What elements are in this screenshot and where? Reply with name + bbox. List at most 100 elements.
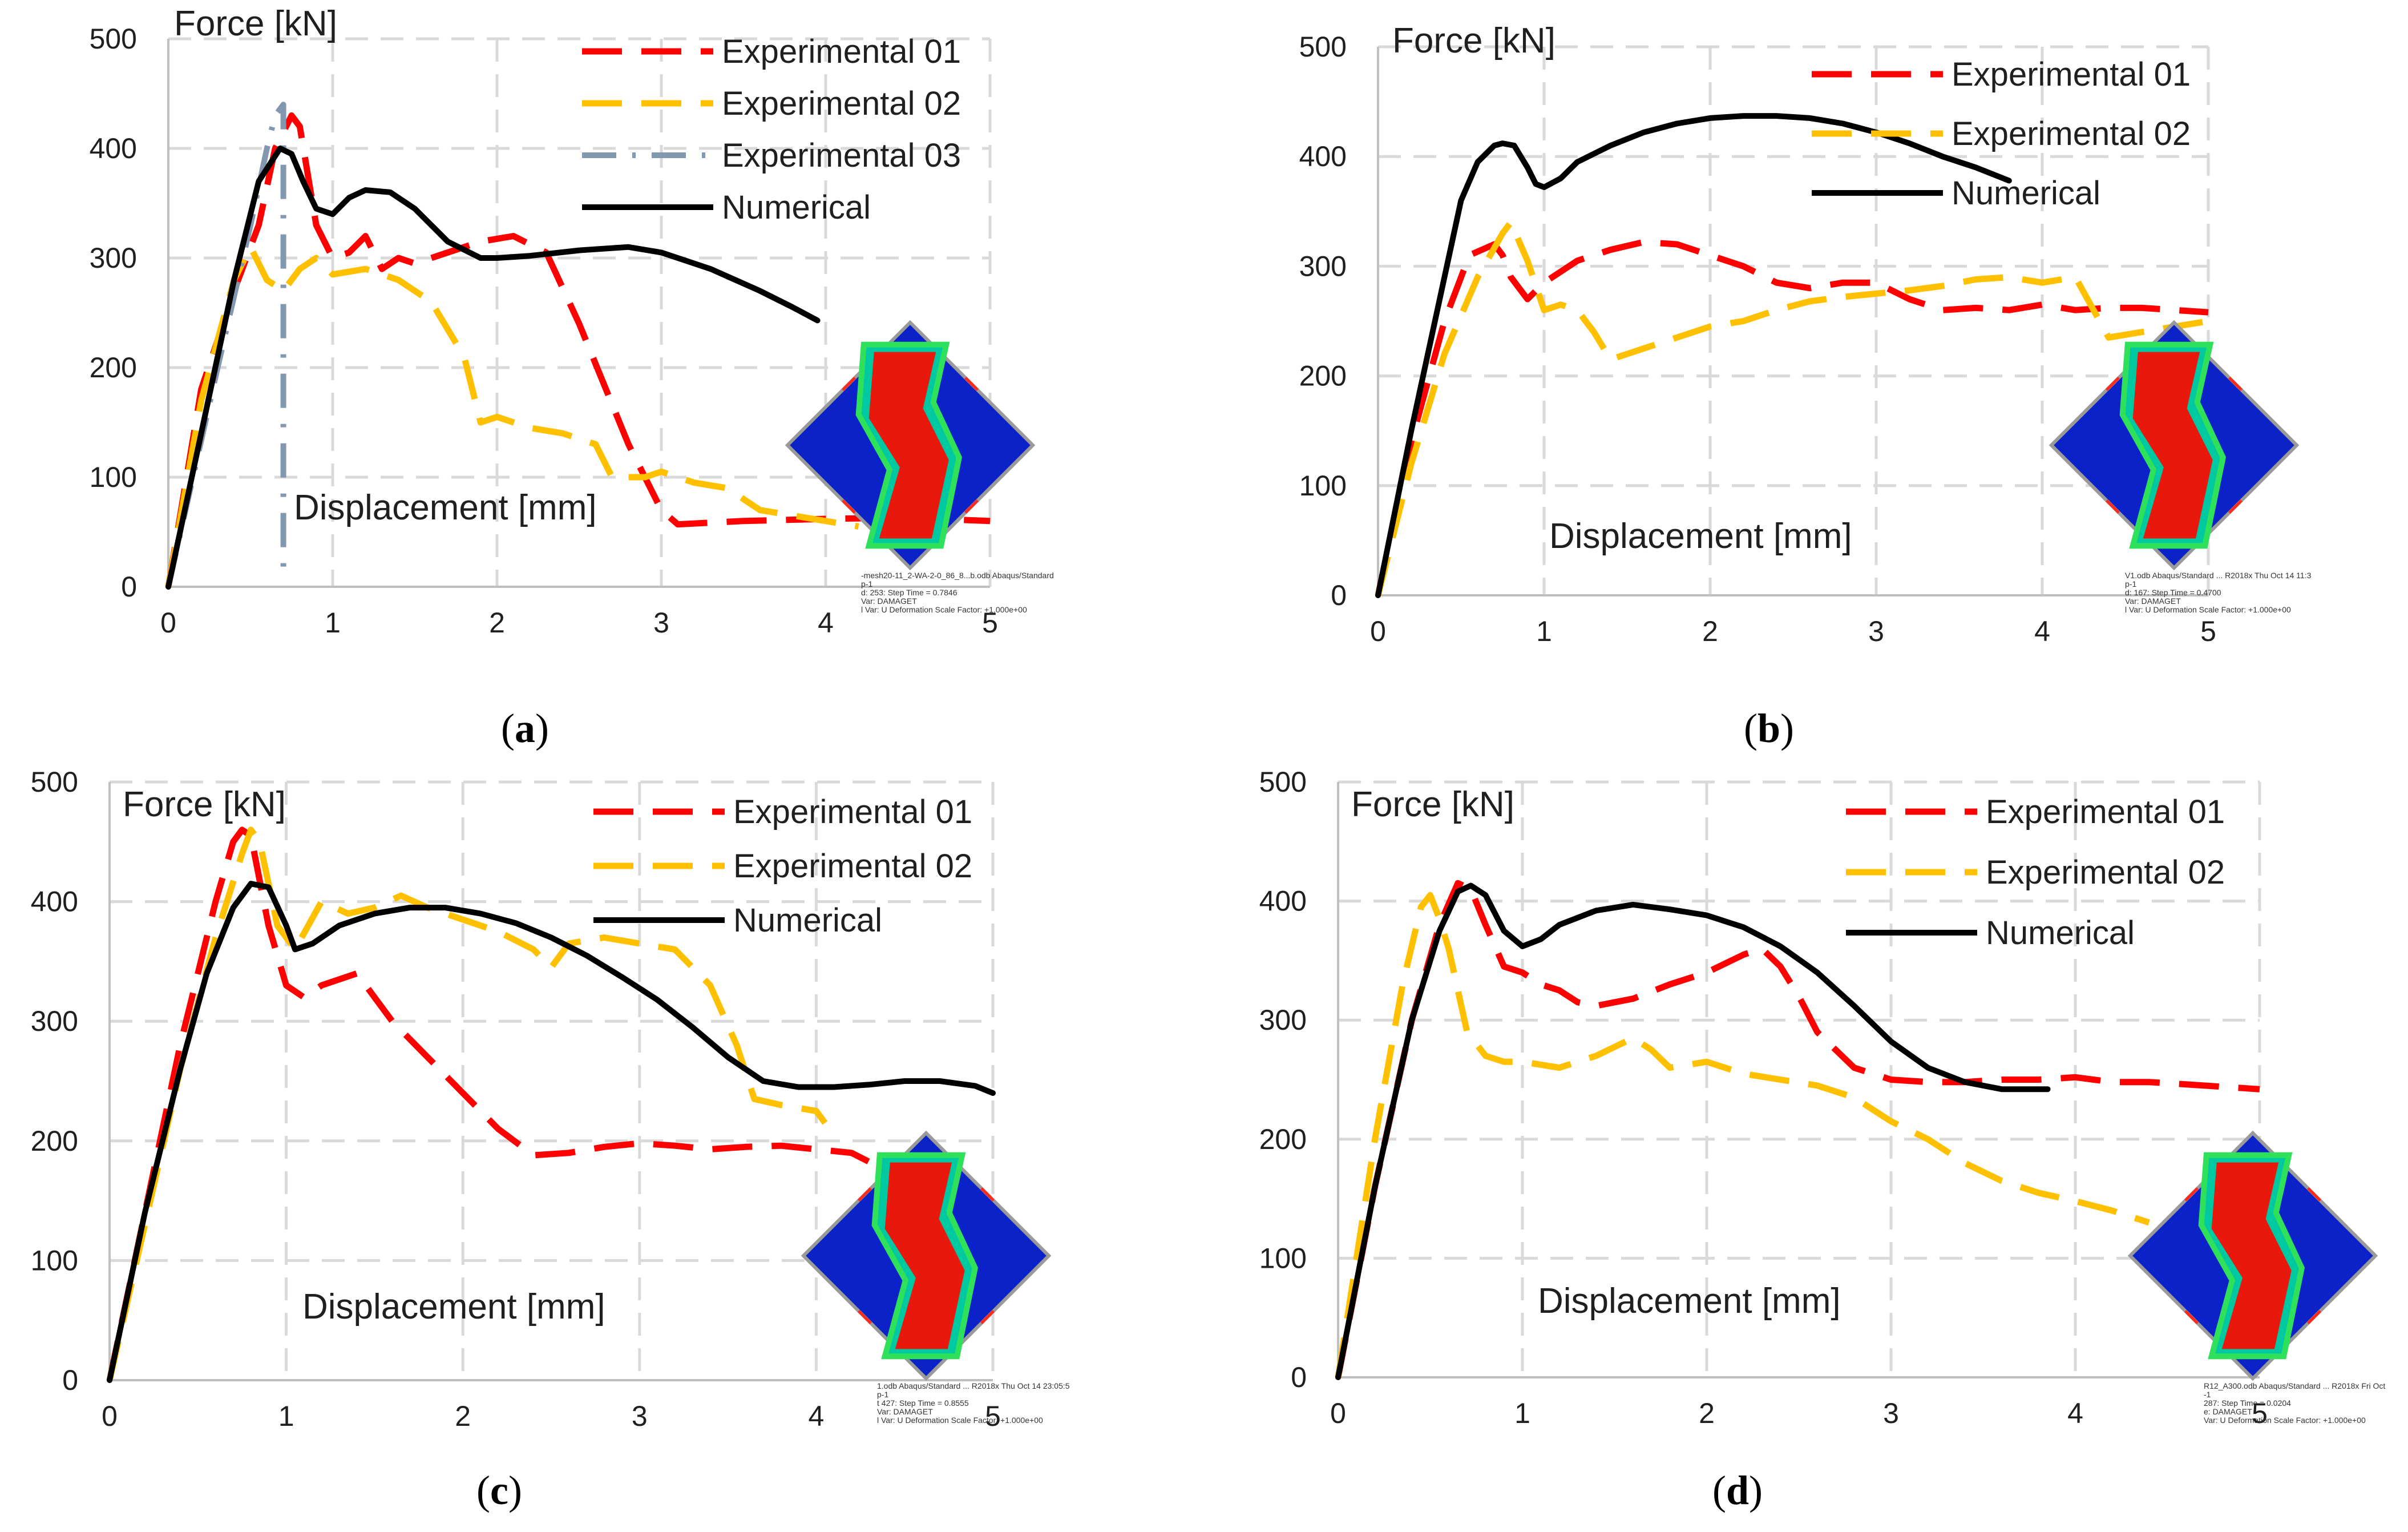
x-tick-label: 3 <box>653 607 669 639</box>
y-tick-label: 0 <box>62 1364 78 1396</box>
boundary-mark <box>980 1187 995 1202</box>
damage-core-zone <box>884 1162 965 1349</box>
boundary-mark <box>2306 1187 2322 1202</box>
boundary-mark <box>2105 499 2120 514</box>
x-tick-label: 2 <box>1702 615 1718 647</box>
y-tick-label: 200 <box>31 1125 78 1157</box>
boundary-mark <box>980 1309 995 1325</box>
x-tick-label: 0 <box>160 607 176 639</box>
series-line-experimental-01 <box>1335 880 2260 1378</box>
damage-contour-inset: 1.odb Abaqus/Standard ... R2018x Thu Oct… <box>801 1130 1070 1425</box>
inset-caption-line: e: DAMAGET <box>2204 1407 2252 1416</box>
series-line-experimental-02 <box>1375 219 2209 596</box>
x-tick-label: 1 <box>1536 615 1552 647</box>
y-tick-label: 400 <box>1259 885 1307 917</box>
y-tick-label: 500 <box>1299 31 1347 63</box>
panel-caption: (d) <box>1712 1468 1763 1513</box>
damage-core-zone <box>2211 1162 2292 1349</box>
chart-panel-b: 0 100 200 300 400 500 0 1 2 3 4 5 Force [kN] Displace… <box>1299 21 2312 751</box>
legend-label: Experimental 01 <box>1952 56 2191 93</box>
x-tick-label: 3 <box>1883 1397 1899 1429</box>
x-axis-title: Displacement [mm] <box>302 1287 605 1327</box>
boundary-mark <box>2228 499 2243 514</box>
panel-caption: (b) <box>1744 705 1794 751</box>
inset-caption-line: R12_A300.odb Abaqus/Standard ... R2018x … <box>2204 1381 2385 1390</box>
caption-letter: a <box>515 705 535 751</box>
y-axis-title: Force [kN] <box>174 4 337 43</box>
x-tick-label: 5 <box>2252 1397 2268 1429</box>
legend-label: Experimental 01 <box>733 793 972 830</box>
legend: Experimental 01 Experimental 02 Numerical <box>1812 56 2191 212</box>
series-line-experimental-03 <box>165 102 286 588</box>
series-line-experimental-02 <box>1335 892 2150 1378</box>
x-axis-title: Displacement [mm] <box>1538 1281 1841 1321</box>
x-tick-label: 2 <box>1699 1397 1715 1429</box>
legend: Experimental 01 Experimental 02 Experiment… <box>582 33 961 226</box>
series-line-numerical <box>1335 882 2051 1380</box>
y-tick-label: 300 <box>31 1005 78 1037</box>
caption-close-paren: ) <box>535 705 549 751</box>
caption-open-paren: ( <box>476 1468 490 1513</box>
series-line-numerical <box>1375 113 2012 598</box>
legend-label: Numerical <box>1986 914 2135 952</box>
inset-caption-line: p-1 <box>877 1390 888 1399</box>
boundary-mark <box>2184 1309 2199 1325</box>
caption-close-paren: ) <box>1780 705 1794 751</box>
y-axis-title: Force [kN] <box>1351 785 1514 824</box>
inset-caption-line: p-1 <box>861 579 872 588</box>
legend-label: Experimental 02 <box>733 848 972 885</box>
caption-open-paren: ( <box>1712 1468 1726 1513</box>
caption-letter: c <box>490 1468 508 1513</box>
x-tick-label: 5 <box>2200 615 2216 647</box>
boundary-mark <box>2306 1309 2322 1325</box>
y-tick-label: 500 <box>90 23 137 55</box>
y-tick-label: 100 <box>90 461 137 493</box>
damage-contour-inset: R12_A300.odb Abaqus/Standard ... R2018x … <box>2127 1130 2385 1425</box>
caption-letter: b <box>1757 705 1780 751</box>
x-tick-label: 0 <box>1330 1397 1346 1429</box>
damage-contour-inset: -mesh20-11_2-WA-2-0_86_8...b.odb Abaqus/… <box>785 320 1054 614</box>
legend-label: Experimental 01 <box>722 33 961 70</box>
panel-caption: (a) <box>501 705 549 751</box>
inset-caption-line: Var: DAMAGET <box>861 596 917 606</box>
inset-caption-line: 1.odb Abaqus/Standard ... R2018x Thu Oct… <box>877 1381 1070 1390</box>
legend: Experimental 01 Experimental 02 Numerical <box>1846 793 2225 952</box>
x-tick-label: 5 <box>985 1400 1001 1432</box>
inset-caption-line: Var: U Deformation Scale Factor: +1.000e… <box>2204 1416 2366 1425</box>
inset-caption-line: V1.odb Abaqus/Standard ... R2018x Thu Oc… <box>2125 571 2312 580</box>
boundary-mark <box>857 1187 872 1202</box>
legend-label: Experimental 01 <box>1986 793 2225 830</box>
boundary-mark <box>964 499 979 514</box>
boundary-mark <box>2228 376 2243 392</box>
x-tick-label: 3 <box>1868 615 1884 647</box>
inset-caption-line: l Var: U Deformation Scale Factor: +1.00… <box>2125 605 2291 614</box>
y-tick-label: 100 <box>1259 1242 1307 1274</box>
caption-close-paren: ) <box>1749 1468 1763 1513</box>
damage-core-zone <box>868 352 949 539</box>
y-tick-label: 500 <box>31 766 78 798</box>
y-tick-label: 200 <box>1259 1123 1307 1155</box>
y-tick-label: 0 <box>1331 579 1347 611</box>
series-line-numerical <box>107 881 996 1383</box>
inset-caption-line: p-1 <box>2125 579 2136 588</box>
y-tick-label: 200 <box>90 352 137 384</box>
y-tick-label: 400 <box>90 132 137 164</box>
x-tick-label: 5 <box>982 607 998 639</box>
series-line-experimental-02 <box>106 827 828 1381</box>
caption-open-paren: ( <box>1744 705 1757 751</box>
boundary-mark <box>841 499 856 514</box>
x-tick-label: 2 <box>489 607 505 639</box>
inset-caption-line: t 427: Step Time = 0.8555 <box>877 1398 969 1408</box>
gridlines <box>168 37 992 587</box>
inset-caption-line: 287: Step Time = 0.0204 <box>2204 1398 2291 1408</box>
boundary-mark <box>2184 1187 2199 1202</box>
series-line-experimental-02 <box>165 244 859 587</box>
series-line-numerical <box>165 146 821 590</box>
series-line-experimental-01 <box>1375 239 2209 596</box>
chart-panel-a: 0 100 200 300 400 500 0 1 2 3 4 5 Force [kN] Displace… <box>90 4 1054 751</box>
caption-close-paren: ) <box>508 1468 522 1513</box>
boundary-mark <box>841 376 856 392</box>
legend-label: Numerical <box>733 902 882 939</box>
inset-caption-line: Var: DAMAGET <box>2125 596 2181 606</box>
